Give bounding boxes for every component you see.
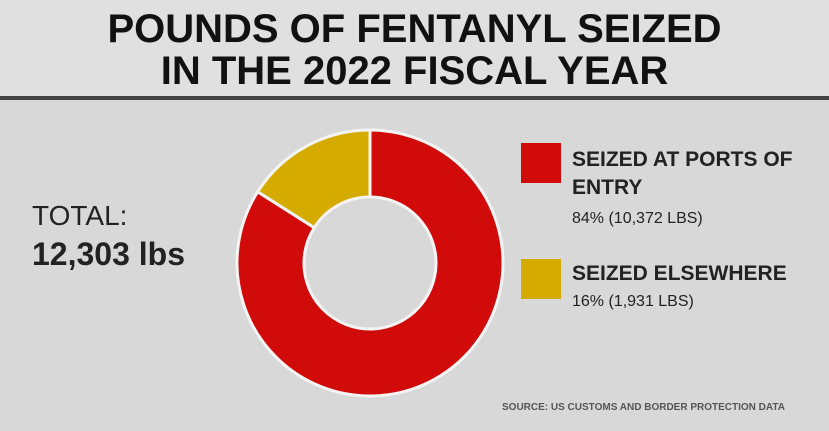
total-label: TOTAL: — [32, 200, 128, 231]
title-band — [0, 0, 829, 100]
slice — [235, 128, 505, 398]
legend-label: SEIZED AT PORTS OF ENTRY — [572, 148, 793, 199]
value-label: 84% (10,372 LBS) — [572, 210, 703, 227]
legend-label: SEIZED ELSEWHERE — [572, 262, 787, 285]
source: SOURCE: US CUSTOMS AND BORDER PROTECTION… — [502, 402, 785, 413]
total-value: 12,303 lbs — [32, 236, 185, 272]
legend-swatch — [521, 259, 561, 299]
legend-swatch — [521, 143, 561, 183]
slice — [255, 128, 372, 230]
value-label: 16% (1,931 LBS) — [572, 293, 694, 310]
chart-title: POUNDS OF FENTANYL SEIZED IN THE 2022 FI… — [107, 7, 722, 93]
